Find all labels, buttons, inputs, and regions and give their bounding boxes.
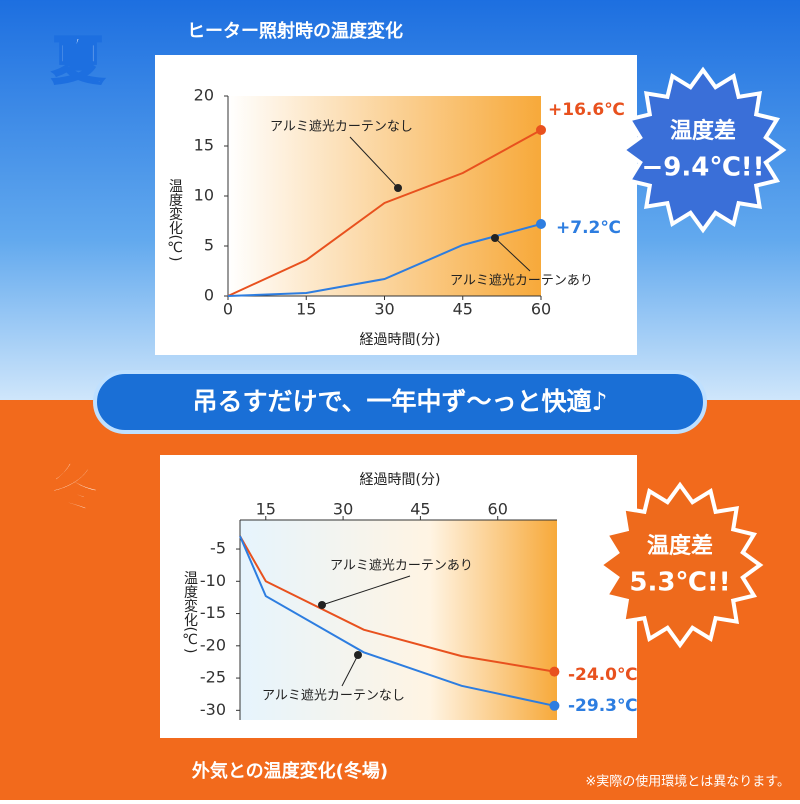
y-axis-label: 温度変化(℃) xyxy=(167,179,183,262)
x-axis-label: 経過時間(分) xyxy=(360,472,441,488)
value-label: +7.2℃ xyxy=(556,218,621,238)
callout-head xyxy=(354,651,362,659)
value-label: -24.0℃ xyxy=(568,665,638,685)
x-tick-label: 15 xyxy=(296,300,316,319)
badge-text: −9.4℃!! xyxy=(641,153,764,183)
banner-box xyxy=(93,370,707,434)
series-label: アルミ遮光カーテンあり xyxy=(450,273,593,289)
end-point xyxy=(536,125,546,135)
plot-area xyxy=(228,96,541,296)
series-label: アルミ遮光カーテンあり xyxy=(330,558,473,574)
callout-line xyxy=(341,654,359,687)
plot-area xyxy=(240,520,557,720)
value-label: -29.3℃ xyxy=(568,696,638,716)
badge-text: 温度差 xyxy=(670,118,736,144)
x-axis-label: 経過時間(分) xyxy=(360,332,441,348)
x-tick-label: 60 xyxy=(531,300,551,319)
series-line xyxy=(239,535,555,673)
x-tick-label: 0 xyxy=(223,300,233,319)
y-tick-label: -5 xyxy=(210,539,226,558)
badge-text: 5.3℃!! xyxy=(629,568,730,598)
badge xyxy=(596,481,764,649)
x-tick-label: 15 xyxy=(256,500,276,519)
y-axis-label: 温度変化(℃) xyxy=(182,571,198,654)
end-point xyxy=(536,219,546,229)
y-tick-label: 5 xyxy=(204,236,214,255)
x-tick-label: 45 xyxy=(453,300,473,319)
end-point xyxy=(549,700,560,711)
season-label: 冬 xyxy=(49,459,101,519)
badge-text: 温度差 xyxy=(647,533,713,559)
series-label: アルミ遮光カーテンなし xyxy=(270,119,413,135)
y-tick-label: -25 xyxy=(200,668,226,687)
y-tick-label: -20 xyxy=(200,635,226,654)
x-tick-label: 30 xyxy=(333,500,353,519)
badge xyxy=(619,66,787,234)
season-label: 夏 xyxy=(52,32,105,92)
chart-title: 外気との温度変化(冬場) xyxy=(192,760,388,782)
callout-head xyxy=(394,184,402,192)
y-tick-label: -30 xyxy=(200,700,226,719)
y-tick-label: -15 xyxy=(200,603,226,622)
y-tick-label: 0 xyxy=(204,286,214,305)
callout-head xyxy=(491,234,499,242)
series-line xyxy=(227,129,542,297)
y-tick-label: -10 xyxy=(200,571,226,590)
callout-line xyxy=(494,237,531,272)
series-line xyxy=(227,223,542,297)
x-tick-label: 30 xyxy=(374,300,394,319)
series-label: アルミ遮光カーテンなし xyxy=(262,688,405,704)
x-tick-label: 45 xyxy=(410,500,430,519)
banner-text: 吊るすだけで、一年中ず〜っと快適♪ xyxy=(193,387,608,416)
y-tick-label: 20 xyxy=(194,86,214,105)
callout-line xyxy=(321,575,411,606)
y-tick-label: 10 xyxy=(194,186,214,205)
value-label: +16.6℃ xyxy=(548,100,625,120)
callout-line xyxy=(349,136,399,189)
end-point xyxy=(549,666,560,677)
x-tick-label: 60 xyxy=(488,500,508,519)
series-line xyxy=(239,535,555,707)
callout-head xyxy=(318,601,326,609)
note: ※実際の使用環境とは異なります。 xyxy=(585,774,790,790)
y-tick-label: 15 xyxy=(194,136,214,155)
chart-title: ヒーター照射時の温度変化 xyxy=(187,20,403,42)
